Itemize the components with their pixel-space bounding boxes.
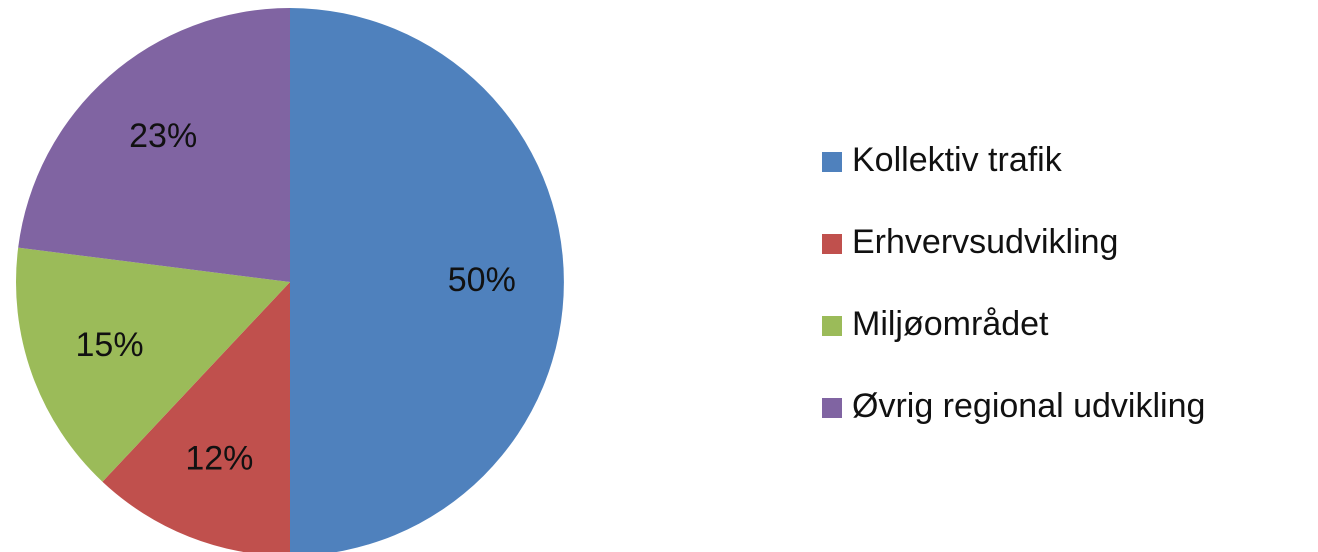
pie-slice — [290, 8, 564, 552]
data-label: 23% — [129, 117, 197, 155]
legend-label: Øvrig regional udvikling — [852, 387, 1205, 425]
legend-label: Miljøområdet — [852, 305, 1049, 343]
legend-label: Kollektiv trafik — [852, 141, 1063, 179]
data-label: 12% — [185, 439, 253, 477]
legend-swatch — [822, 398, 842, 418]
legend-swatch — [822, 234, 842, 254]
pie-slice — [18, 8, 290, 282]
data-label: 15% — [76, 326, 144, 364]
pie-slice — [102, 282, 290, 552]
legend-swatch — [822, 316, 842, 336]
legend-swatch — [822, 152, 842, 172]
data-label: 50% — [448, 261, 516, 299]
pie-slice — [16, 247, 291, 482]
legend-label: Erhvervsudvikling — [852, 223, 1118, 261]
